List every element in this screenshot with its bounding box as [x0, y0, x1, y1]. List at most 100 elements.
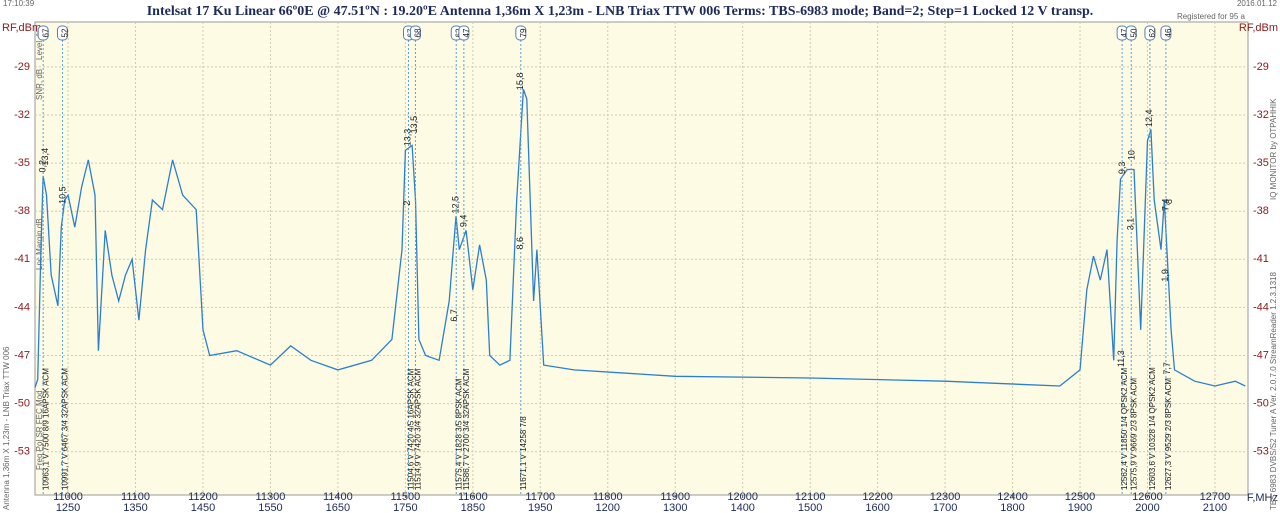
level-label: 47 — [1120, 28, 1129, 37]
snr-note: 0,2 — [37, 160, 47, 173]
transponder-label: 11586,7 V 2700 3/4 32APSK ACM — [462, 368, 471, 490]
time: 17:10:39 — [3, 0, 35, 8]
panel-label: Freq Pol SR FEC Mod — [35, 390, 44, 470]
x2-tick-label: 1850 — [461, 502, 485, 513]
transponder-label: 10991,7 V 6467 3/4 32APSK ACM — [61, 368, 70, 490]
snr-note: 6,7 — [449, 309, 459, 322]
level-label: 68 — [414, 28, 423, 37]
y-tick-label-right: -53 — [1253, 446, 1269, 458]
snr-note: 9,3 — [1117, 162, 1127, 175]
y-tick-label-right: -38 — [1253, 205, 1269, 217]
x2-tick-label: 2100 — [1203, 502, 1227, 513]
snr-note: 12,5 — [450, 196, 460, 214]
panel-label: Level, % — [35, 29, 44, 60]
x2-tick-label: 1550 — [258, 502, 282, 513]
level-badge — [1144, 25, 1156, 41]
transponder-label: 11504,6 V 7420 4/5 16APSK ACM — [407, 368, 416, 490]
snr-note: 8 — [1164, 199, 1174, 204]
snr-note: 10,5 — [58, 186, 68, 204]
y-tick-label: -35 — [14, 157, 30, 169]
transponder-label: 12562,4 V 11850 1/4 QPSK2 ACM — [1120, 368, 1129, 490]
x2-tick-label: 1750 — [393, 502, 417, 513]
x2-tick-label: 1400 — [730, 502, 754, 513]
y-tick-label: -50 — [14, 398, 30, 410]
y-axis-title: RF,dBm — [2, 22, 41, 34]
level-label: 50 — [1129, 28, 1138, 37]
x2-tick-label: 1700 — [933, 502, 957, 513]
transponder-label: 12575,9 V 9669 2/3 8PSK ACM — [1129, 378, 1138, 490]
y-tick-label: -47 — [14, 349, 30, 361]
transponder-label: 12603,6 V 10328 1/4 QPSK2 ACM — [1148, 367, 1157, 490]
transponder-label: 10963,1 V 7500 8/9 16APSK ACM — [41, 368, 50, 490]
x2-tick-label: 1950 — [528, 502, 552, 513]
snr-note: 7,4 — [1161, 199, 1171, 212]
y-tick-label-right: -41 — [1253, 253, 1269, 265]
right-note-top: IQ MONITOR by OTPAHHIK — [1269, 98, 1278, 200]
snr-note: 1,9 — [1160, 269, 1170, 282]
level-badge — [458, 25, 470, 41]
registered: Registered for 95 a — [1177, 12, 1246, 21]
snr-note: 3,1 — [1126, 218, 1136, 231]
x2-tick-label: 1450 — [191, 502, 215, 513]
chart-title: Intelsat 17 Ku Linear 66º0E @ 47.51ºN : … — [147, 4, 1094, 19]
level-badge — [515, 25, 527, 41]
y-tick-label: -29 — [14, 61, 30, 73]
spectrum-line — [34, 89, 1246, 388]
x2-tick-label: 1800 — [1000, 502, 1024, 513]
level-label: 62 — [1148, 28, 1157, 37]
level-label: 46 — [1164, 28, 1173, 37]
snr-note: 8,6 — [515, 237, 525, 250]
x2-tick-label: 1350 — [123, 502, 147, 513]
snr-note: 11,3 — [1116, 350, 1126, 367]
snr-note: 10 — [1126, 150, 1136, 160]
level-label: 47 — [462, 28, 471, 37]
date: 2016.01.12 — [1237, 0, 1278, 8]
y-tick-label: -32 — [14, 109, 30, 121]
level-label: 52 — [61, 28, 70, 37]
transponder-label: 12627,3 V 9529 2/3 8PSK ACM — [1164, 378, 1173, 490]
y-tick-label-right: -44 — [1253, 301, 1269, 313]
y-axis-title-right: RF,dBm — [1239, 22, 1278, 34]
snr-note: 9,4 — [458, 215, 468, 228]
x2-tick-label: 1250 — [56, 502, 80, 513]
snr-note: 7,7 — [1162, 362, 1172, 375]
x2-tick-label: 1500 — [798, 502, 822, 513]
snr-note: 15,8 — [515, 73, 525, 91]
y-tick-label-right: -32 — [1253, 109, 1269, 121]
level-badge — [56, 25, 68, 41]
y-tick-label-right: -35 — [1253, 157, 1269, 169]
level-badge — [1125, 25, 1137, 41]
level-badge — [1160, 25, 1172, 41]
x2-tick-label: 1200 — [596, 502, 620, 513]
y-tick-label: -53 — [14, 446, 30, 458]
snr-note: 13,3 — [402, 129, 412, 147]
panel-label: Lnc Margin,dB — [35, 218, 44, 270]
transponder-label: 11671,1 V 14258 7/8 — [519, 416, 528, 490]
snr-note: 13,5 — [409, 116, 419, 134]
level-badge — [409, 25, 421, 41]
transponder-label: 11575,4 V 1828 3/5 8PSK ACM — [454, 378, 463, 490]
right-note-bottom: TBS 6983 DVBS/S2 Tuner A Ver. 2.0.7.0 St… — [1269, 272, 1278, 510]
x2-tick-label: 1300 — [663, 502, 687, 513]
snr-note: 2 — [402, 201, 412, 206]
x2-tick-label: 1600 — [865, 502, 889, 513]
left-note: Antenna 1,36m X 1,23m - LNB Triax TTW 00… — [2, 346, 11, 510]
transponder-label: 11514,9 V 7420 3/4 32APSK ACM — [414, 368, 423, 490]
x2-tick-label: 1900 — [1068, 502, 1092, 513]
x2-tick-label: 1650 — [326, 502, 350, 513]
x2-tick-label: 2000 — [1135, 502, 1159, 513]
snr-note: 13,4 — [40, 148, 50, 166]
snr-note: 12,4 — [1144, 109, 1154, 127]
x-axis-title: F,MHz — [1247, 492, 1278, 504]
y-tick-label: -38 — [14, 205, 30, 217]
level-label: 79 — [519, 28, 528, 37]
y-tick-label-right: -29 — [1253, 61, 1269, 73]
y-tick-label: -44 — [14, 301, 30, 313]
plot-area — [34, 21, 1249, 496]
y-tick-label-right: -47 — [1253, 349, 1269, 361]
y-tick-label-right: -50 — [1253, 398, 1269, 410]
level-badge — [37, 25, 49, 41]
panel-label: SNR, dB — [35, 69, 44, 100]
level-label: 67 — [41, 28, 50, 37]
